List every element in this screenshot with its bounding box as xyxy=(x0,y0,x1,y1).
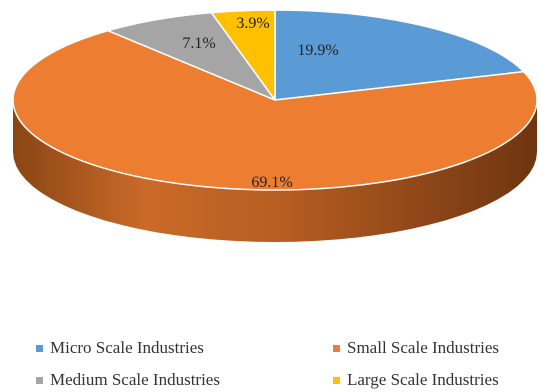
data-label-small: 69.1% xyxy=(251,174,292,191)
legend-swatch-medium xyxy=(36,376,43,384)
legend-item-large: Large Scale Industries xyxy=(333,370,499,390)
legend-label-medium: Medium Scale Industries xyxy=(50,370,220,389)
data-label-medium: 7.1% xyxy=(182,35,215,52)
pie-slice-micro xyxy=(274,9,525,101)
legend-label-small: Small Scale Industries xyxy=(347,338,500,357)
data-label-large: 3.9% xyxy=(236,15,269,32)
legend-label-large: Large Scale Industries xyxy=(347,370,499,389)
legend-label-micro: Micro Scale Industries xyxy=(50,338,204,357)
pie-side-small xyxy=(13,100,537,242)
pie-data-labels: 19.9% 69.1% 7.1% 3.9% xyxy=(182,15,338,191)
legend-item-medium: Medium Scale Industries xyxy=(36,370,220,390)
pie-slices xyxy=(12,9,538,191)
pie-slice-small xyxy=(12,29,538,191)
legend: Micro Scale Industries Small Scale Indus… xyxy=(0,338,541,392)
pie-slice-medium xyxy=(107,11,276,101)
data-label-micro: 19.9% xyxy=(297,42,338,59)
pie-slice-large xyxy=(210,9,276,101)
legend-swatch-large xyxy=(333,376,340,384)
legend-swatch-small xyxy=(333,344,340,352)
legend-item-small: Small Scale Industries xyxy=(333,338,499,358)
legend-swatch-micro xyxy=(36,344,43,352)
legend-item-micro: Micro Scale Industries xyxy=(36,338,204,358)
pie-sides xyxy=(13,100,537,242)
